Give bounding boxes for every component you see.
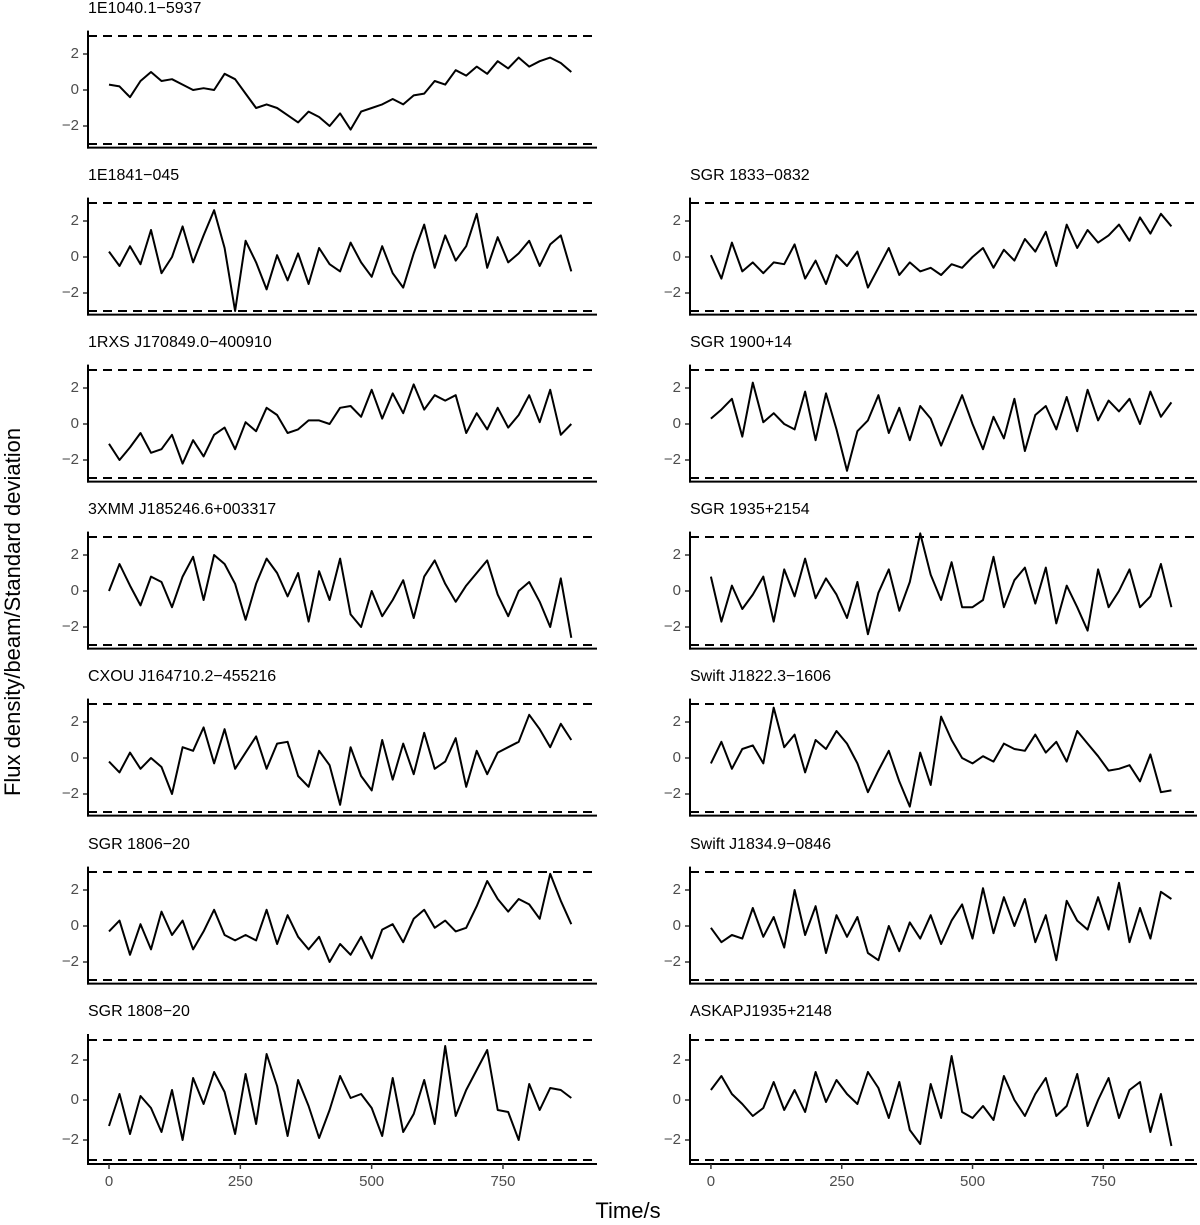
panel-title: SGR 1935+2154 [690,501,810,518]
y-tick-label: −2 [664,284,681,301]
x-tick-label: 500 [359,1173,384,1190]
panel-title: SGR 1900+14 [690,334,792,351]
y-tick-label: 0 [71,81,79,98]
y-tick-label: 0 [673,415,681,432]
y-tick-label: 0 [673,917,681,934]
panel-title: Swift J1834.9−0846 [690,836,831,853]
x-tick-label: 500 [960,1173,985,1190]
data-line [108,1045,572,1141]
data-line [709,212,1173,289]
y-tick-label: 0 [71,749,79,766]
panel-title: ASKAPJ1935+2148 [690,1003,832,1020]
y-tick-label: 2 [71,1051,79,1068]
panel-title: CXOU J164710.2−455216 [88,668,276,685]
y-tick-label: −2 [664,953,681,970]
y-tick-label: 0 [673,582,681,599]
y-tick-label: 0 [673,248,681,265]
data-line [710,381,1173,472]
panel-title: 3XMM J185246.6+003317 [88,501,276,518]
x-axis-label: Time/s [595,1198,660,1223]
y-axis-label: Flux density/beam/Standard deviation [0,428,25,796]
y-tick-label: 2 [71,45,79,62]
panel-title: 1RXS J170849.0−400910 [88,334,272,351]
y-tick-label: 2 [71,546,79,563]
data-line [108,209,573,312]
y-tick-label: 2 [71,881,79,898]
y-tick-label: 2 [673,1051,681,1068]
y-tick-label: 2 [71,379,79,396]
y-tick-label: 0 [71,415,79,432]
y-tick-label: 0 [71,917,79,934]
y-tick-label: 2 [71,713,79,730]
data-line [710,881,1172,962]
data-line [108,56,572,131]
x-tick-label: 250 [228,1173,253,1190]
data-line [108,713,573,806]
y-tick-label: −2 [62,785,79,802]
y-tick-label: 0 [71,248,79,265]
y-tick-label: −2 [664,1131,681,1148]
data-line [108,554,573,638]
data-line [710,1055,1173,1147]
panel-title: SGR 1806−20 [88,836,190,853]
data-line [710,706,1172,808]
y-tick-label: 2 [673,881,681,898]
y-tick-label: 2 [673,546,681,563]
y-tick-label: −2 [664,785,681,802]
x-tick-label: 750 [1091,1173,1116,1190]
data-line [108,872,573,963]
y-tick-label: 0 [71,582,79,599]
y-tick-label: 2 [71,212,79,229]
panel-title: SGR 1808−20 [88,1003,190,1020]
data-line [709,532,1173,636]
y-tick-label: 0 [673,749,681,766]
data-line [108,383,573,465]
y-tick-label: 2 [673,212,681,229]
panel-title: Swift J1822.3−1606 [690,668,831,685]
y-tick-label: 2 [673,713,681,730]
y-tick-label: 2 [673,379,681,396]
y-tick-label: 0 [673,1091,681,1108]
y-tick-label: −2 [664,618,681,635]
y-tick-label: −2 [62,953,79,970]
y-tick-label: −2 [62,117,79,134]
y-tick-label: −2 [62,451,79,468]
x-tick-label: 0 [707,1173,715,1190]
y-tick-label: −2 [664,451,681,468]
panel-title: 1E1841−045 [88,167,179,184]
y-tick-label: −2 [62,1131,79,1148]
panel-title: 1E1040.1−5937 [88,0,202,17]
x-tick-label: 750 [490,1173,515,1190]
x-tick-label: 0 [105,1173,113,1190]
y-tick-label: −2 [62,618,79,635]
y-tick-label: 0 [71,1091,79,1108]
x-tick-label: 250 [829,1173,854,1190]
panel-title: SGR 1833−0832 [690,167,810,184]
y-tick-label: −2 [62,284,79,301]
